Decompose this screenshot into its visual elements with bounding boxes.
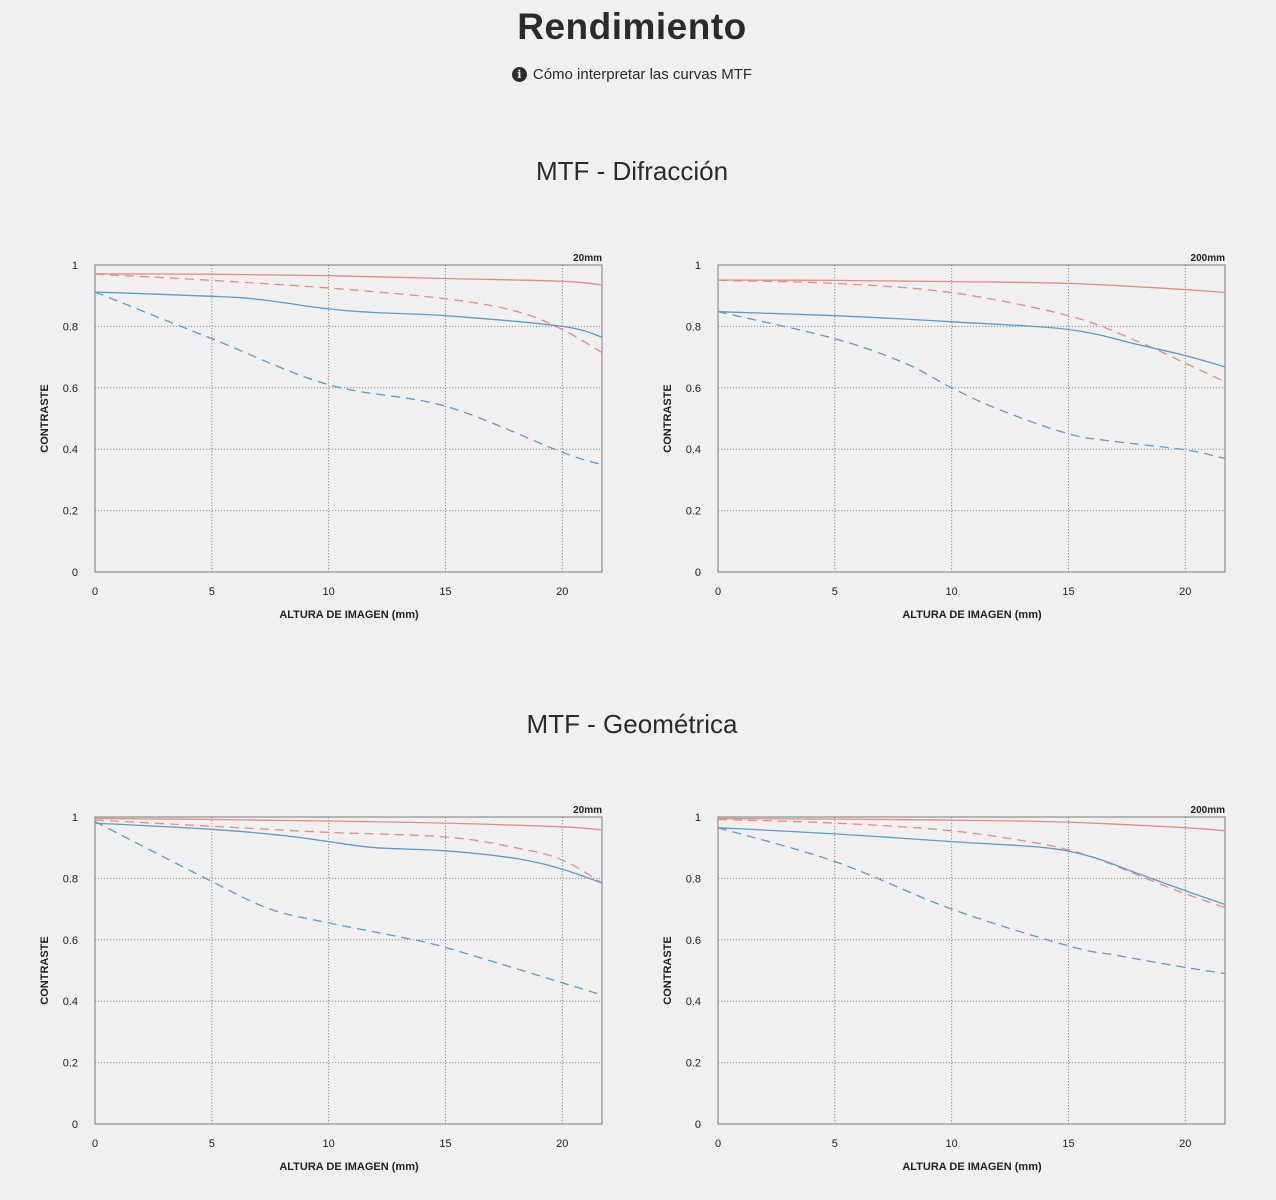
dashed-series-line bbox=[94, 273, 603, 354]
x-tick-label: 15 bbox=[1062, 1138, 1074, 1150]
x-tick-label: 0 bbox=[715, 1138, 721, 1150]
y-tick-label: 1 bbox=[695, 812, 701, 824]
y-tick-label: 0.8 bbox=[686, 873, 701, 885]
y-tick-label: 1 bbox=[72, 812, 78, 824]
x-axis-label: ALTURA DE IMAGEN (mm) bbox=[279, 1161, 419, 1173]
dashed-series-line bbox=[94, 291, 603, 466]
y-tick-label: 0.6 bbox=[63, 935, 78, 947]
plot-frame bbox=[717, 816, 1226, 1125]
plot-frame bbox=[717, 264, 1226, 573]
x-tick-label: 10 bbox=[323, 586, 335, 598]
section-title-diffraction: MTF - Difracción bbox=[535, 156, 729, 186]
x-axis-label: ALTURA DE IMAGEN (mm) bbox=[279, 609, 419, 621]
y-axis-label: CONTRASTE bbox=[39, 936, 51, 1004]
y-tick-label: 0.2 bbox=[63, 1058, 78, 1070]
x-tick-label: 10 bbox=[323, 1138, 335, 1150]
dashed-series-line bbox=[94, 821, 603, 996]
x-axis-label: ALTURA DE IMAGEN (mm) bbox=[902, 1161, 1042, 1173]
x-tick-label: 5 bbox=[832, 586, 838, 598]
x-tick-label: 20 bbox=[1179, 586, 1191, 598]
solid-series-line bbox=[717, 817, 1226, 832]
x-tick-label: 20 bbox=[1179, 1138, 1191, 1150]
x-tick-label: 15 bbox=[439, 586, 451, 598]
dashed-series-line bbox=[717, 311, 1226, 460]
y-tick-label: 0.6 bbox=[686, 383, 701, 395]
x-tick-label: 0 bbox=[92, 1138, 98, 1150]
chart-title: 20mm bbox=[573, 805, 602, 816]
y-tick-label: 0.4 bbox=[686, 996, 701, 1008]
y-tick-label: 0.6 bbox=[63, 383, 78, 395]
y-tick-label: 0 bbox=[72, 1119, 78, 1131]
x-tick-label: 5 bbox=[832, 1138, 838, 1150]
y-tick-label: 0.6 bbox=[686, 935, 701, 947]
x-tick-label: 5 bbox=[209, 586, 215, 598]
x-tick-label: 20 bbox=[556, 586, 568, 598]
plot-frame bbox=[94, 816, 603, 1125]
x-tick-label: 10 bbox=[946, 1138, 958, 1150]
dashed-series-line bbox=[717, 827, 1226, 975]
chart-title: 200mm bbox=[1191, 253, 1226, 264]
mtf-help-link-label: Cómo interpretar las curvas MTF bbox=[532, 66, 753, 83]
y-axis-label: CONTRASTE bbox=[39, 384, 51, 452]
page-title: Rendimiento bbox=[517, 6, 747, 47]
y-tick-label: 0.4 bbox=[63, 444, 78, 456]
y-tick-label: 1 bbox=[72, 260, 78, 272]
y-tick-label: 0.2 bbox=[63, 506, 78, 518]
y-tick-label: 0 bbox=[695, 1119, 701, 1131]
x-tick-label: 10 bbox=[946, 586, 958, 598]
x-tick-label: 20 bbox=[556, 1138, 568, 1150]
x-tick-label: 0 bbox=[715, 586, 721, 598]
section-title-geometric: MTF - Geométrica bbox=[526, 709, 738, 739]
chart-title: 200mm bbox=[1191, 805, 1226, 816]
x-axis-label: ALTURA DE IMAGEN (mm) bbox=[902, 609, 1042, 621]
y-axis-label: CONTRASTE bbox=[662, 384, 674, 452]
y-axis-label: CONTRASTE bbox=[662, 936, 674, 1004]
x-tick-label: 15 bbox=[439, 1138, 451, 1150]
y-tick-label: 0 bbox=[695, 567, 701, 579]
mtf-help-link[interactable]: i Cómo interpretar las curvas MTF bbox=[0, 66, 1264, 83]
y-tick-label: 0.4 bbox=[686, 444, 701, 456]
y-tick-label: 0.4 bbox=[63, 996, 78, 1008]
info-icon: i bbox=[511, 67, 527, 82]
y-tick-label: 0 bbox=[72, 567, 78, 579]
x-tick-label: 0 bbox=[92, 586, 98, 598]
x-tick-label: 15 bbox=[1062, 586, 1074, 598]
dashed-series-line bbox=[717, 818, 1226, 909]
solid-series-line bbox=[94, 291, 603, 338]
chart-title: 20mm bbox=[573, 253, 602, 264]
solid-series-line bbox=[717, 279, 1226, 294]
y-tick-label: 0.8 bbox=[63, 321, 78, 333]
y-tick-label: 0.2 bbox=[686, 506, 701, 518]
y-tick-label: 1 bbox=[695, 260, 701, 272]
y-tick-label: 0.2 bbox=[686, 1058, 701, 1070]
plot-frame bbox=[94, 264, 603, 573]
solid-series-line bbox=[717, 827, 1226, 906]
y-tick-label: 0.8 bbox=[686, 321, 701, 333]
solid-series-line bbox=[717, 311, 1226, 368]
x-tick-label: 5 bbox=[209, 1138, 215, 1150]
dashed-series-line bbox=[717, 279, 1226, 383]
y-tick-label: 0.8 bbox=[63, 873, 78, 885]
solid-series-line bbox=[94, 822, 603, 884]
solid-series-line bbox=[94, 817, 603, 831]
dashed-series-line bbox=[94, 819, 603, 884]
solid-series-line bbox=[94, 273, 603, 286]
